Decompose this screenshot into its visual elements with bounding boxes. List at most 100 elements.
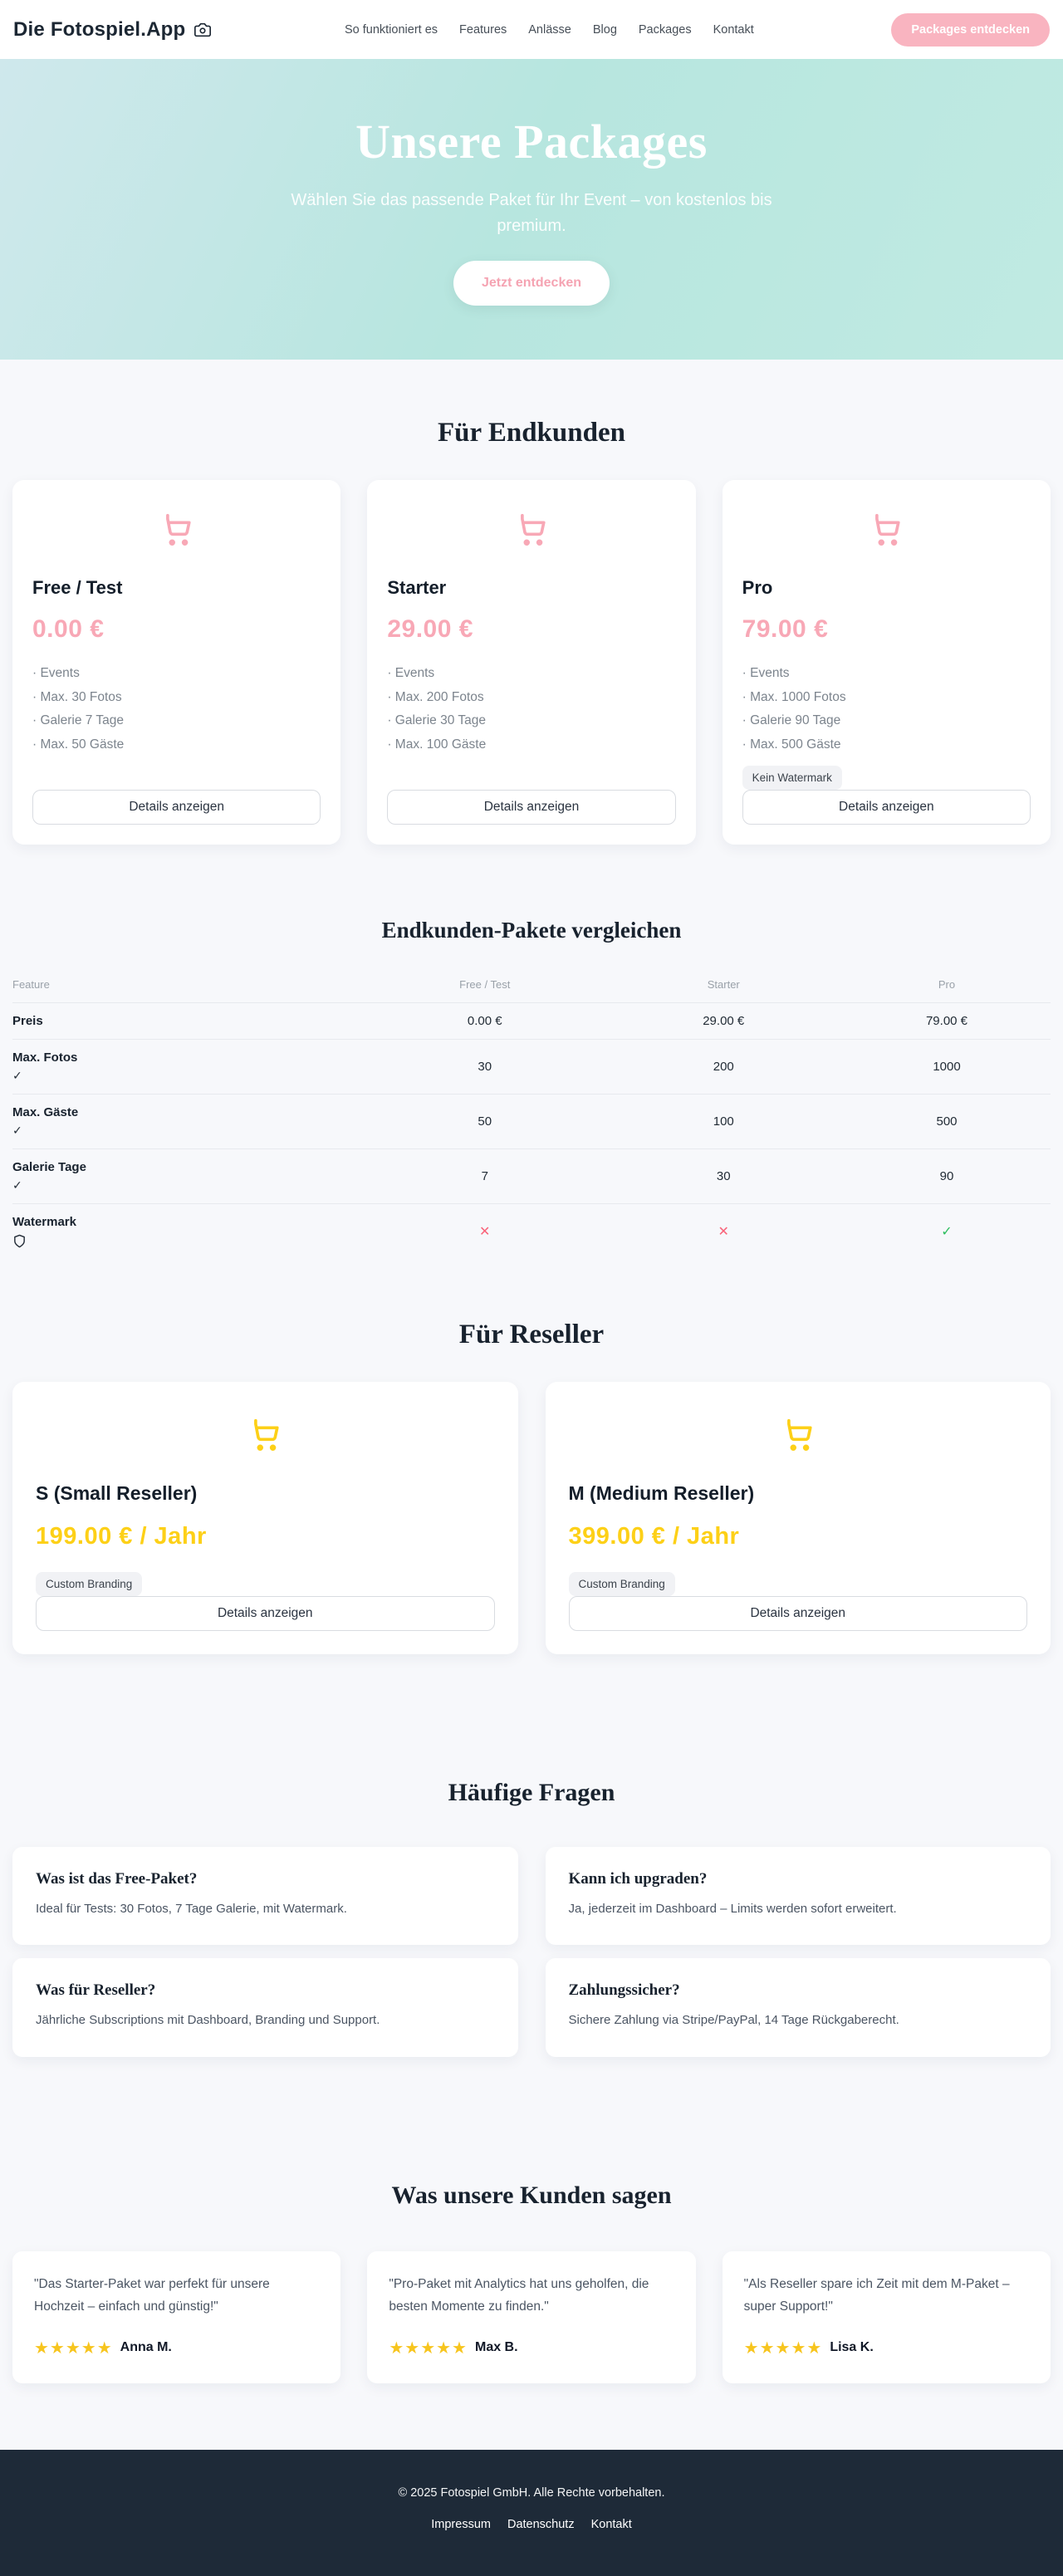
- nav-link[interactable]: Anlässe: [528, 22, 571, 37]
- comparison-heading: Endkunden-Pakete vergleichen: [381, 917, 682, 943]
- nav-link[interactable]: Packages: [638, 22, 692, 37]
- comparison-value: 29.00 €: [703, 1013, 745, 1028]
- camera-icon: [194, 22, 212, 37]
- package-feature: · Max. 30 Fotos: [32, 689, 122, 704]
- logo-text: Die Fotospiel.App: [13, 17, 186, 41]
- faq-card: Kann ich upgraden? Ja, jederzeit im Dash…: [545, 1846, 1051, 1946]
- testimonials-section: Was unsere Kunden sagen "Das Starter-Pak…: [0, 2057, 1063, 2450]
- star-rating-icons: ★★★★★: [34, 2338, 113, 2358]
- logo[interactable]: Die Fotospiel.App: [13, 18, 212, 42]
- feature-name: Preis: [12, 1013, 43, 1028]
- testimonial-quote: "Als Reseller spare ich Zeit mit dem M-P…: [743, 2276, 1010, 2314]
- x-icon: ✕: [718, 1225, 729, 1240]
- details-anzeigen-button[interactable]: Details anzeigen: [32, 789, 321, 825]
- package-name: Free / Test: [32, 577, 123, 598]
- package-card: Free / Test 0.00 € · Events · Max. 30 Fot…: [12, 480, 341, 845]
- nav-links: So funktioniert es Features Anlässe Blog Pac…: [345, 23, 754, 37]
- column-header-pro: Pro: [938, 977, 956, 991]
- copyright-text: © 2025 Fotospiel GmbH. Alle Rechte vorbe…: [398, 2485, 665, 2500]
- comparison-table: Feature Free / Test Starter Pro Preis 0.0…: [12, 970, 1051, 1260]
- footer-link[interactable]: Datenschutz: [507, 2517, 575, 2531]
- nav-link[interactable]: Blog: [592, 22, 617, 37]
- faq-answer: Ja, jederzeit im Dashboard – Limits werd…: [568, 1901, 897, 1916]
- column-header-free: Free / Test: [459, 977, 511, 991]
- details-anzeigen-button[interactable]: Details anzeigen: [387, 789, 676, 825]
- comparison-value: 1000: [933, 1059, 961, 1074]
- top-navigation-bar: Die Fotospiel.App So funktioniert es Feat…: [0, 0, 1063, 59]
- feature-name: Max. Fotos: [12, 1050, 78, 1065]
- testimonial-author: Anna M.: [120, 2340, 172, 2355]
- comparison-row: Max. Fotos ✓ 30 200 1000: [12, 1038, 1051, 1094]
- testimonial-author: Lisa K.: [830, 2340, 874, 2355]
- package-feature: · Galerie 90 Tage: [742, 713, 841, 728]
- nav-link[interactable]: Features: [459, 22, 507, 37]
- faq-answer: Sichere Zahlung via Stripe/PayPal, 14 Ta…: [568, 2013, 899, 2028]
- check-icon: ✓: [941, 1225, 953, 1240]
- package-badge: Kein Watermark: [742, 765, 842, 790]
- jetzt-entdecken-button[interactable]: Jetzt entdecken: [453, 260, 610, 306]
- faq-answer: Jährliche Subscriptions mit Dashboard, B…: [36, 2013, 380, 2028]
- package-feature: · Events: [742, 666, 790, 680]
- faq-answer: Ideal für Tests: 30 Fotos, 7 Tage Galeri…: [36, 1901, 347, 1916]
- details-anzeigen-button[interactable]: Details anzeigen: [568, 1595, 1027, 1631]
- faq-card: Was für Reseller? Jährliche Subscription…: [12, 1958, 518, 2057]
- shopping-cart-icon: [779, 1415, 817, 1457]
- hero-subtitle: Wählen Sie das passende Paket für Ihr Ev…: [291, 190, 772, 235]
- reseller-heading: Für Reseller: [458, 1319, 605, 1349]
- package-price: 79.00 €: [742, 615, 829, 643]
- check-icon: ✓: [12, 1068, 22, 1082]
- footer-link[interactable]: Kontakt: [590, 2517, 632, 2531]
- package-name: Starter: [387, 577, 447, 598]
- faq-question: Zahlungssicher?: [568, 1981, 680, 2000]
- comparison-value: 79.00 €: [925, 1013, 968, 1028]
- comparison-rows: Preis 0.00 € 29.00 € 79.00 € Max. Fotos ✓ 30 20…: [12, 1002, 1051, 1260]
- shopping-cart-icon: [246, 1415, 284, 1457]
- package-price: 199.00 € / Jahr: [36, 1522, 207, 1550]
- package-badge: Custom Branding: [568, 1571, 675, 1596]
- comparison-value: 500: [936, 1114, 958, 1129]
- footer-link[interactable]: Impressum: [431, 2517, 491, 2531]
- faq-card: Was ist das Free-Paket? Ideal für Tests:…: [12, 1846, 518, 1946]
- endkunden-heading: Für Endkunden: [438, 418, 625, 448]
- endkunden-cards: Free / Test 0.00 € · Events · Max. 30 Fot…: [12, 480, 1051, 845]
- testimonials-heading: Was unsere Kunden sagen: [391, 2181, 672, 2209]
- package-price: 0.00 €: [32, 615, 105, 643]
- comparison-row: Watermark ✕ ✕ ✓: [12, 1202, 1051, 1260]
- footer: © 2025 Fotospiel GmbH. Alle Rechte vorbe…: [0, 2449, 1063, 2576]
- feature-name: Galerie Tage: [12, 1159, 86, 1174]
- nav-link[interactable]: Kontakt: [713, 22, 754, 37]
- package-feature: · Events: [32, 666, 80, 680]
- column-header-feature: Feature: [12, 977, 50, 991]
- comparison-row: Max. Gäste ✓ 50 100 500: [12, 1093, 1051, 1148]
- star-rating-icons: ★★★★★: [389, 2338, 468, 2358]
- feature-name: Watermark: [12, 1214, 76, 1229]
- package-feature: · Max. 1000 Fotos: [742, 689, 846, 704]
- details-anzeigen-button[interactable]: Details anzeigen: [742, 789, 1031, 825]
- package-feature-list: · Events · Max. 30 Fotos · Galerie 7 Tage ·…: [32, 662, 321, 757]
- package-card: M (Medium Reseller) 399.00 € / Jahr Cust…: [545, 1381, 1051, 1654]
- testimonial-card: "Pro-Paket mit Analytics hat uns geholfe…: [367, 2250, 696, 2383]
- shield-icon: [12, 1233, 365, 1249]
- comparison-value: 30: [716, 1168, 731, 1183]
- testimonial-card: "Das Starter-Paket war perfekt für unser…: [12, 2250, 341, 2383]
- reseller-section: Für Reseller S (Small Reseller) 199.00 €…: [0, 1276, 1063, 1654]
- packages-entdecken-button[interactable]: Packages entdecken: [891, 12, 1050, 47]
- package-price: 29.00 €: [387, 615, 473, 643]
- feature-cell: Preis: [12, 1014, 365, 1028]
- shopping-cart-icon: [867, 510, 905, 552]
- feature-name: Max. Gäste: [12, 1104, 79, 1119]
- nav-link[interactable]: So funktioniert es: [344, 22, 438, 37]
- reseller-cards: S (Small Reseller) 199.00 € / Jahr Custo…: [12, 1381, 1051, 1654]
- package-feature-list: · Events · Max. 200 Fotos · Galerie 30 Tag…: [387, 662, 675, 757]
- check-icon: ✓: [12, 1123, 22, 1137]
- column-header-starter: Starter: [707, 977, 740, 991]
- package-feature: · Galerie 30 Tage: [387, 713, 486, 728]
- comparison-value: ✓: [843, 1223, 1051, 1240]
- comparison-section: Endkunden-Pakete vergleichen Feature Fre…: [0, 878, 1063, 1276]
- testimonial-author: Max B.: [474, 2340, 518, 2355]
- details-anzeigen-button[interactable]: Details anzeigen: [36, 1595, 495, 1631]
- comparison-header-row: Feature Free / Test Starter Pro: [12, 970, 1051, 1002]
- comparison-row: Preis 0.00 € 29.00 € 79.00 €: [12, 1002, 1051, 1039]
- comparison-value: 30: [478, 1059, 492, 1074]
- package-feature-list: · Events · Max. 1000 Fotos · Galerie 90 Ta…: [742, 662, 1031, 757]
